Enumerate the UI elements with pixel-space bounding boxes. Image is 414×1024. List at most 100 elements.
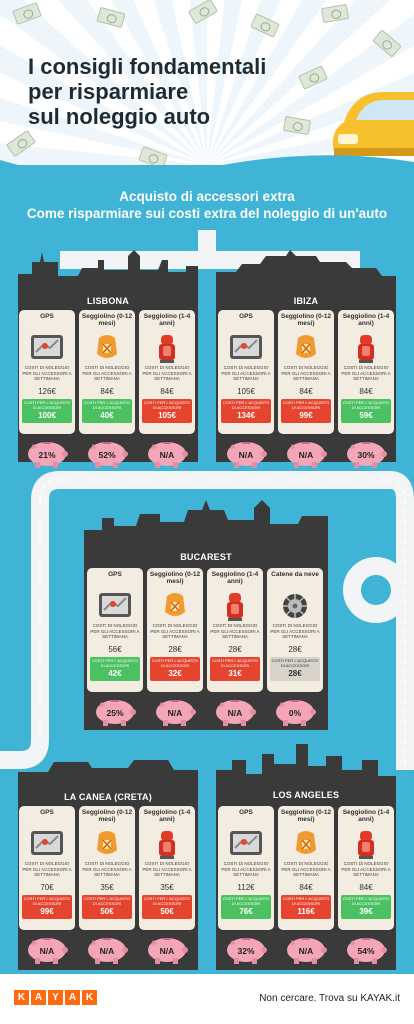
piggy-bank-icon <box>227 442 267 468</box>
rent-cost: 105€ <box>237 387 255 396</box>
accessory-card: GPS COSTI DI NOLEGGIO PER GLI ACCESSORI A… <box>87 568 143 692</box>
rent-description: COSTI DI NOLEGGIO PER GLI ACCESSORI A SE… <box>221 861 271 877</box>
rent-cost: 84€ <box>299 387 313 396</box>
buy-description: COSTI PER L'ACQUISTO DI ACCESSORI <box>143 896 191 906</box>
rent-cost: 84€ <box>359 387 373 396</box>
accessory-card: Seggiolino (0-12 mesi) COSTI DI NOLEGGIO … <box>278 806 334 930</box>
accessory-label: GPS <box>239 313 253 320</box>
baby-seat-icon <box>294 830 318 863</box>
buy-cost-box: COSTI PER L'ACQUISTO DI ACCESSORI 50€ <box>142 895 192 919</box>
car-icon <box>332 92 414 165</box>
baby-seat-icon <box>294 334 318 367</box>
saving-piggy: 21% <box>19 438 75 472</box>
accessory-label: GPS <box>108 571 122 578</box>
city-name: IBIZA <box>293 296 319 306</box>
buy-cost-box: COSTI PER L'ACQUISTO DI ACCESSORI 31€ <box>210 657 260 681</box>
buy-description: COSTI PER L'ACQUISTO DI ACCESSORI <box>342 400 390 410</box>
gps-icon <box>30 334 64 365</box>
buy-cost-box: COSTI PER L'ACQUISTO DI ACCESSORI 59€ <box>341 399 391 423</box>
saving-piggy: N/A <box>218 438 274 472</box>
gps-icon <box>30 830 64 861</box>
rent-description: COSTI DI NOLEGGIO PER GLI ACCESSORI A SE… <box>82 861 132 877</box>
buy-description: COSTI PER L'ACQUISTO DI ACCESSORI <box>222 400 270 410</box>
accessory-label: Seggiolino (1-4 anni) <box>342 313 390 327</box>
saving-piggy: N/A <box>19 934 75 968</box>
piggy-bank-icon <box>347 442 387 468</box>
buy-cost: 28€ <box>288 669 302 678</box>
subtitle-line-1: Acquisto di accessori extra <box>119 189 295 204</box>
accessory-card: GPS COSTI DI NOLEGGIO PER GLI ACCESSORI A… <box>218 310 274 434</box>
header-wave <box>0 155 414 190</box>
accessory-card: Seggiolino (1-4 anni) COSTI DI NOLEGGIO P… <box>207 568 263 692</box>
title-line-1: I consigli fondamentali <box>28 54 267 79</box>
buy-cost-box: COSTI PER L'ACQUISTO DI ACCESSORI 100€ <box>22 399 72 423</box>
buy-cost: 99€ <box>40 907 54 916</box>
saving-piggy: N/A <box>139 934 195 968</box>
rent-cost: 28€ <box>288 645 302 654</box>
buy-cost: 76€ <box>239 907 253 916</box>
accessory-card: GPS COSTI DI NOLEGGIO PER GLI ACCESSORI A… <box>218 806 274 930</box>
rent-description: COSTI DI NOLEGGIO PER GLI ACCESSORI A SE… <box>150 623 200 639</box>
buy-description: COSTI PER L'ACQUISTO DI ACCESSORI <box>342 896 390 906</box>
baby-seat-icon <box>163 592 187 625</box>
cards-lisbona: GPS COSTI DI NOLEGGIO PER GLI ACCESSORI A… <box>19 310 195 434</box>
saving-piggy: N/A <box>278 934 334 968</box>
child-seat-icon <box>156 334 178 369</box>
logo-letter: A <box>65 990 80 1005</box>
piggy-bank-icon <box>148 442 188 468</box>
saving-value: 0% <box>288 708 302 718</box>
saving-piggy: N/A <box>139 438 195 472</box>
saving-value: N/A <box>159 946 175 956</box>
piggy-bank-icon <box>216 700 256 726</box>
rent-cost: 84€ <box>299 883 313 892</box>
accessory-card: Seggiolino (1-4 anni) COSTI DI NOLEGGIO P… <box>139 806 195 930</box>
piggy-bank-icon <box>88 442 128 468</box>
baby-seat-icon <box>95 334 119 367</box>
buy-description: COSTI PER L'ACQUISTO DI ACCESSORI <box>222 896 270 906</box>
rent-cost: 84€ <box>160 387 174 396</box>
buy-cost-box: COSTI PER L'ACQUISTO DI ACCESSORI 50€ <box>82 895 132 919</box>
pigs-los-angeles: 32% N/A 54% <box>218 934 394 968</box>
rent-description: COSTI DI NOLEGGIO PER GLI ACCESSORI A SE… <box>281 365 331 381</box>
saving-value: N/A <box>167 708 183 718</box>
logo-letter: A <box>31 990 46 1005</box>
child-seat-icon <box>156 830 178 865</box>
piggy-bank-icon <box>287 938 327 964</box>
accessory-card: Seggiolino (0-12 mesi) COSTI DI NOLEGGIO … <box>79 806 135 930</box>
rent-cost: 28€ <box>168 645 182 654</box>
accessory-card: GPS COSTI DI NOLEGGIO PER GLI ACCESSORI A… <box>19 310 75 434</box>
city-name: LOS ANGELES <box>272 790 340 800</box>
rent-cost: 70€ <box>40 883 54 892</box>
logo-letter: K <box>82 990 97 1005</box>
accessory-label: Seggiolino (1-4 anni) <box>342 809 390 823</box>
buy-cost-box: COSTI PER L'ACQUISTO DI ACCESSORI 32€ <box>150 657 200 681</box>
rent-cost: 112€ <box>237 883 255 892</box>
rent-cost: 84€ <box>100 387 114 396</box>
buy-cost: 32€ <box>168 669 182 678</box>
buy-description: COSTI PER L'ACQUISTO DI ACCESSORI <box>83 896 131 906</box>
buy-cost-box: COSTI PER L'ACQUISTO DI ACCESSORI 99€ <box>281 399 331 423</box>
title-line-2: per risparmiare <box>28 79 189 104</box>
piggy-bank-icon <box>276 700 316 726</box>
rent-description: COSTI DI NOLEGGIO PER GLI ACCESSORI A SE… <box>270 623 320 639</box>
accessory-card: Seggiolino (0-12 mesi) COSTI DI NOLEGGIO … <box>147 568 203 692</box>
saving-value: 52% <box>98 450 116 460</box>
buy-cost: 40€ <box>100 411 114 420</box>
gps-icon <box>98 592 132 623</box>
accessory-label: Seggiolino (1-4 anni) <box>211 571 259 585</box>
accessory-label: Seggiolino (0-12 mesi) <box>81 313 133 327</box>
accessory-label: Seggiolino (0-12 mesi) <box>149 571 201 585</box>
rent-cost: 28€ <box>228 645 242 654</box>
buy-cost: 31€ <box>228 669 242 678</box>
accessory-label: Catene da neve <box>271 571 319 578</box>
accessory-label: Seggiolino (1-4 anni) <box>143 809 191 823</box>
accessory-card: GPS COSTI DI NOLEGGIO PER GLI ACCESSORI A… <box>19 806 75 930</box>
cards-los-angeles: GPS COSTI DI NOLEGGIO PER GLI ACCESSORI A… <box>218 806 394 930</box>
saving-value: 30% <box>357 450 375 460</box>
buy-description: COSTI PER L'ACQUISTO DI ACCESSORI <box>151 658 199 668</box>
footer-tagline[interactable]: Non cercare. Trova su KAYAK.it <box>259 993 400 1004</box>
piggy-bank-icon <box>28 442 68 468</box>
gps-icon <box>229 334 263 365</box>
saving-piggy: N/A <box>278 438 334 472</box>
rent-description: COSTI DI NOLEGGIO PER GLI ACCESSORI A SE… <box>22 861 72 877</box>
